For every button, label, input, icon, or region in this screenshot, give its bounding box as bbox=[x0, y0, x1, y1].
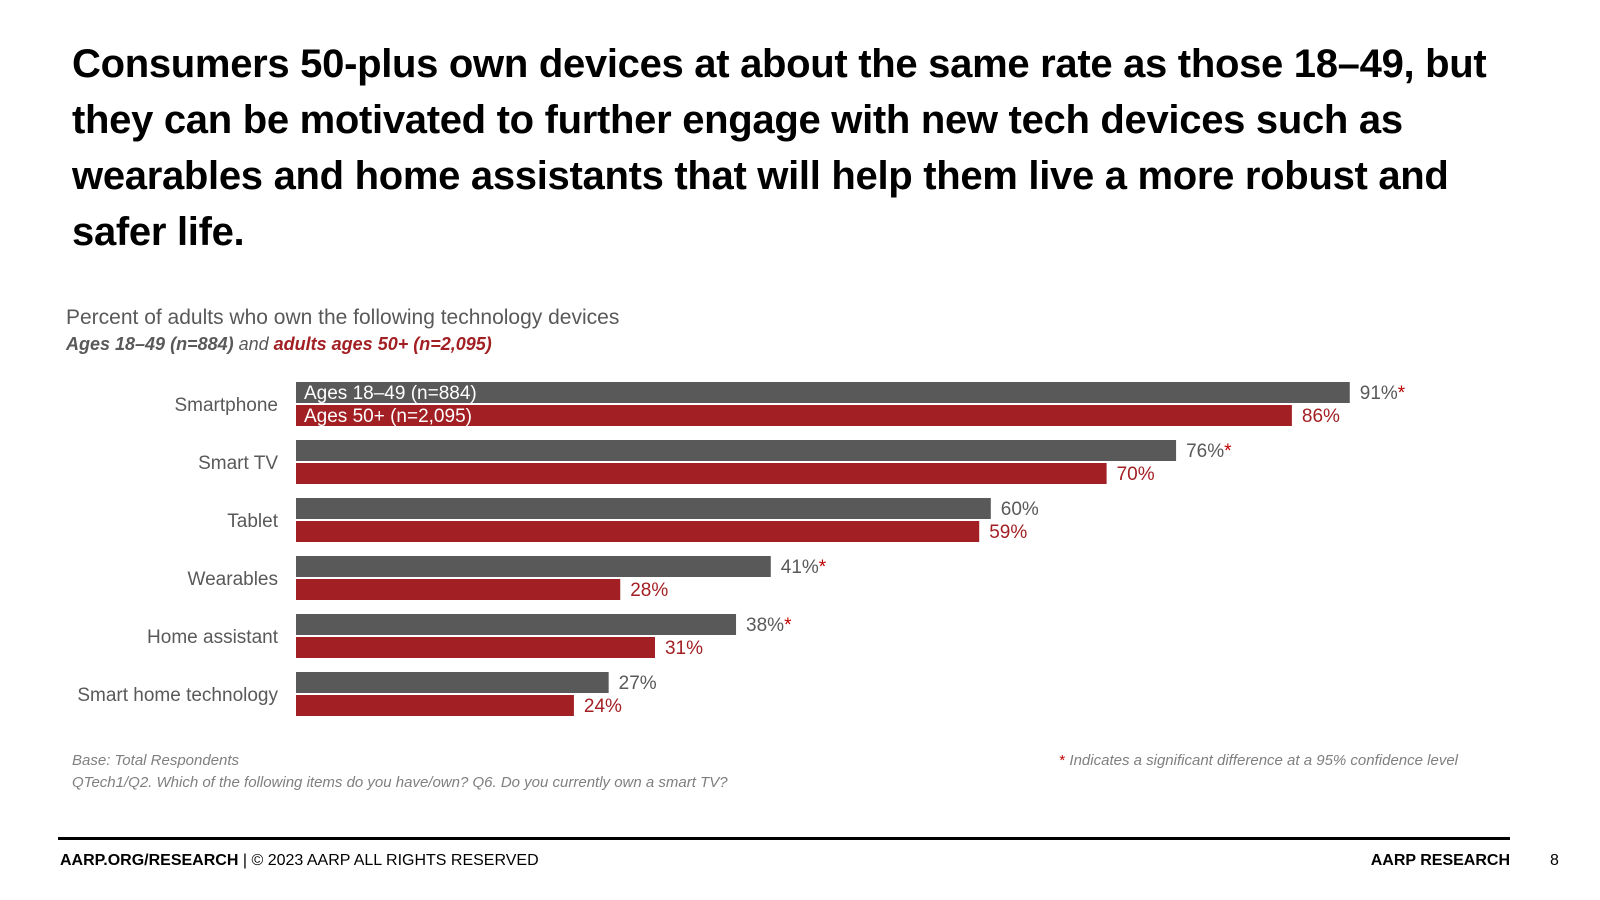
bar-ages-18-49 bbox=[296, 498, 991, 519]
significance-note: * Indicates a significant difference at … bbox=[1059, 752, 1458, 769]
significance-marker: * bbox=[1398, 383, 1406, 404]
bar-ages-50-plus bbox=[296, 579, 621, 600]
value-label: 41%* bbox=[781, 557, 827, 578]
question-note: QTech1/Q2. Which of the following items … bbox=[72, 774, 728, 791]
footer-left: AARP.ORG/RESEARCH | © 2023 AARP ALL RIGH… bbox=[60, 852, 539, 870]
category-label: Tablet bbox=[227, 511, 278, 532]
value-label: 59% bbox=[989, 522, 1027, 543]
bar-chart: Smartphone Ages 18–49 (n=884) 91%* Ages 50+… bbox=[77, 382, 1406, 717]
legend-label: Ages 18–49 (n=884) bbox=[304, 383, 477, 404]
footer-brand: AARP RESEARCH bbox=[1370, 852, 1510, 869]
category-label: Home assistant bbox=[147, 627, 279, 648]
footer-rights: | © 2023 AARP ALL RIGHTS RESERVED bbox=[238, 852, 539, 869]
value-label: 60% bbox=[1001, 499, 1039, 520]
bar-ages-50-plus bbox=[296, 463, 1107, 484]
base-note: Base: Total Respondents bbox=[72, 752, 240, 769]
legend-label: Ages 50+ (n=2,095) bbox=[304, 406, 472, 427]
bar-ages-18-49 bbox=[296, 614, 737, 635]
value-label: 27% bbox=[619, 673, 657, 694]
chart-title: Percent of adults who own the following … bbox=[66, 306, 620, 329]
significance-marker: * bbox=[1224, 441, 1232, 462]
bar-ages-18-49 bbox=[296, 556, 771, 577]
bar-ages-50-plus bbox=[296, 695, 574, 716]
headline: Consumers 50-plus own devices at about t… bbox=[72, 42, 1487, 254]
value-label: 70% bbox=[1117, 464, 1155, 485]
subtitle-and: and bbox=[233, 334, 274, 354]
significance-note-star: * bbox=[1059, 752, 1066, 769]
value-label: 24% bbox=[584, 696, 622, 717]
bar-ages-18-49 bbox=[296, 382, 1350, 403]
significance-marker: * bbox=[784, 615, 792, 636]
page-number: 8 bbox=[1550, 852, 1559, 869]
bar-ages-50-plus bbox=[296, 637, 655, 658]
value-label: 31% bbox=[665, 638, 703, 659]
significance-note-text: Indicates a significant difference at a … bbox=[1065, 752, 1458, 769]
value-label: 76%* bbox=[1186, 441, 1232, 462]
value-label: 86% bbox=[1302, 406, 1340, 427]
footer-site-link[interactable]: AARP.ORG/RESEARCH bbox=[60, 852, 239, 869]
bar-ages-18-49 bbox=[296, 440, 1177, 461]
bar-ages-18-49 bbox=[296, 672, 609, 693]
category-label: Wearables bbox=[188, 569, 278, 590]
subtitle-group-1: Ages 18–49 (n=884) bbox=[66, 334, 234, 354]
category-label: Smart home technology bbox=[77, 685, 278, 706]
category-label: Smart TV bbox=[198, 453, 278, 474]
value-label: 91%* bbox=[1360, 383, 1406, 404]
footer-divider bbox=[58, 837, 1510, 840]
subtitle-group-2: adults ages 50+ (n=2,095) bbox=[273, 334, 492, 354]
bar-ages-50-plus bbox=[296, 405, 1292, 426]
significance-marker: * bbox=[819, 557, 827, 578]
value-label: 38%* bbox=[746, 615, 792, 636]
category-label: Smartphone bbox=[174, 395, 278, 416]
bar-ages-50-plus bbox=[296, 521, 980, 542]
value-label: 28% bbox=[630, 580, 668, 601]
chart-subtitle: Ages 18–49 (n=884) and adults ages 50+ (… bbox=[66, 334, 492, 355]
